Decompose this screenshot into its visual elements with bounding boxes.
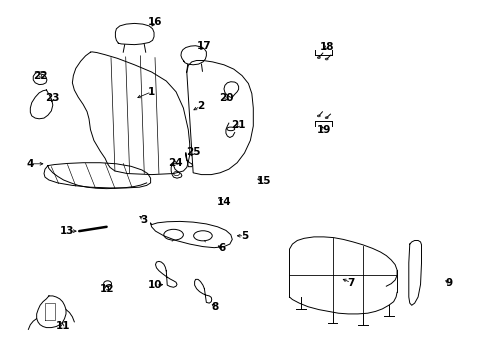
Text: 9: 9 [445,278,451,288]
Text: 11: 11 [55,321,70,331]
Text: 21: 21 [231,120,245,130]
Text: 25: 25 [185,147,200,157]
Text: 2: 2 [197,101,203,111]
Text: 12: 12 [99,284,114,294]
Text: 10: 10 [148,280,163,290]
Text: 19: 19 [316,125,330,135]
Text: 22: 22 [33,71,47,81]
Text: 1: 1 [148,87,155,97]
Text: 7: 7 [346,278,354,288]
Text: 5: 5 [241,231,247,241]
Text: 13: 13 [60,226,75,236]
Text: 6: 6 [219,243,225,253]
Text: 3: 3 [141,215,147,225]
Text: 20: 20 [218,93,233,103]
Text: 17: 17 [197,41,211,51]
Text: 16: 16 [148,17,163,27]
Text: 4: 4 [26,159,34,169]
Text: 15: 15 [256,176,271,186]
Text: 18: 18 [319,42,333,52]
Text: 24: 24 [167,158,182,168]
Text: 14: 14 [216,197,231,207]
Text: 8: 8 [211,302,218,312]
Text: 23: 23 [45,93,60,103]
